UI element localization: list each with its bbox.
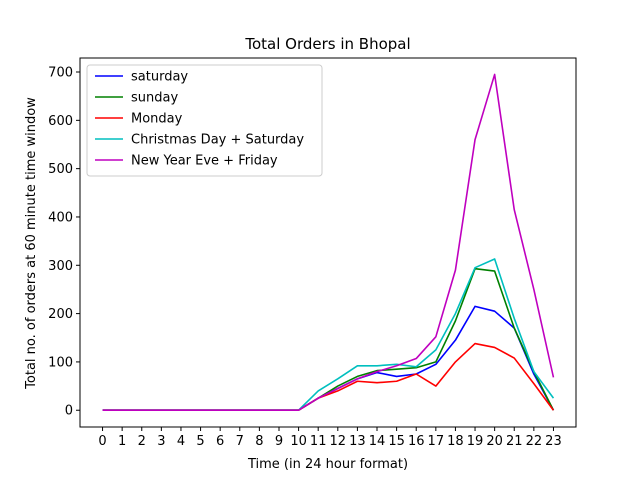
series-lines: [102, 73, 555, 412]
legend-label: New Year Eve + Friday: [131, 154, 278, 169]
y-tick-label: 700: [48, 66, 73, 81]
plot-frame: [79, 57, 577, 428]
x-tick-label: 6: [216, 434, 224, 449]
x-tick-label: 0: [98, 434, 106, 449]
legend-label: sunday: [131, 91, 178, 106]
legend-label: Monday: [131, 112, 183, 127]
x-axis-label: Time (in 24 hour format): [247, 457, 408, 472]
x-tick-label: 18: [447, 434, 464, 449]
x-tick-label: 17: [428, 434, 445, 449]
legend: saturday sunday Monday Christmas Day + Satu…: [86, 64, 323, 177]
plot-area: [79, 57, 577, 428]
y-axis-ticks: 0 100 200 300 400 500 600 700: [48, 66, 80, 419]
x-tick-label: 2: [138, 434, 146, 449]
x-tick-label: 22: [526, 434, 543, 449]
series-line-4: [102, 73, 555, 412]
legend-label: Christmas Day + Saturday: [131, 133, 304, 148]
x-tick-label: 20: [486, 434, 503, 449]
x-tick-label: 12: [330, 434, 347, 449]
y-tick-label: 100: [48, 355, 73, 370]
y-axis-label: Total no. of orders at 60 minute time wi…: [24, 97, 39, 390]
series-line-3: [102, 258, 555, 412]
chart-title: Total Orders in Bhopal: [244, 35, 410, 53]
x-axis-ticks: 0 1 2 3 4 5 6 7 8 9 10 11 12 13 14 15 16 17 18 19 20 21 22 23: [98, 427, 562, 449]
y-tick-label: 0: [65, 404, 73, 419]
x-tick-label: 14: [369, 434, 386, 449]
x-tick-label: 3: [157, 434, 165, 449]
legend-frame: [86, 64, 323, 177]
y-tick-label: 500: [48, 162, 73, 177]
x-tick-label: 4: [177, 434, 185, 449]
x-tick-label: 13: [349, 434, 366, 449]
x-tick-label: 8: [255, 434, 263, 449]
y-tick-label: 300: [48, 259, 73, 274]
y-tick-label: 400: [48, 210, 73, 225]
x-tick-label: 5: [196, 434, 204, 449]
x-tick-label: 21: [506, 434, 523, 449]
x-tick-label: 16: [408, 434, 425, 449]
x-tick-label: 10: [290, 434, 307, 449]
x-tick-label: 1: [118, 434, 126, 449]
x-tick-label: 15: [388, 434, 405, 449]
legend-label: saturday: [131, 70, 188, 85]
series-line-1: [102, 267, 555, 412]
x-tick-label: 23: [545, 434, 562, 449]
series-line-2: [102, 342, 555, 412]
x-tick-label: 11: [310, 434, 327, 449]
x-tick-label: 9: [275, 434, 283, 449]
y-tick-label: 200: [48, 307, 73, 322]
x-tick-label: 7: [236, 434, 244, 449]
x-tick-label: 19: [467, 434, 484, 449]
y-tick-label: 600: [48, 114, 73, 129]
